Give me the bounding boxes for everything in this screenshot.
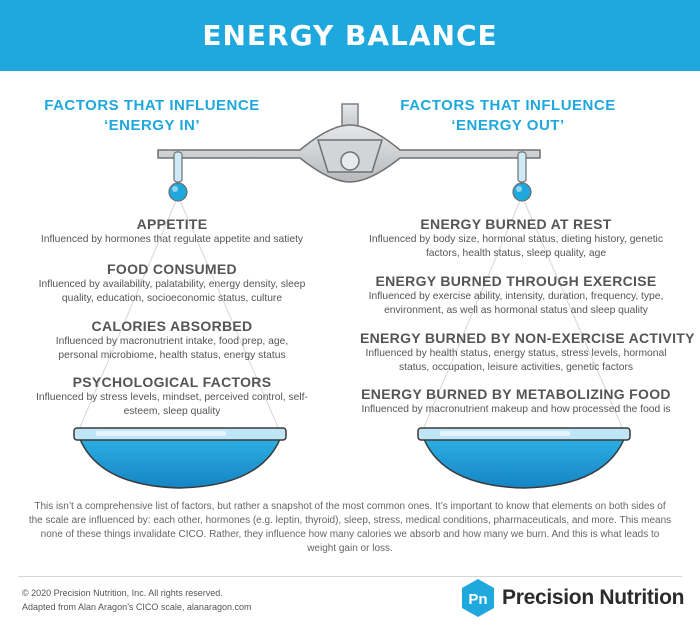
left-title-line1: FACTORS THAT INFLUENCE — [44, 97, 260, 114]
right-title-line1: FACTORS THAT INFLUENCE — [400, 97, 616, 114]
logo-hexagon-icon: Pn — [462, 579, 494, 617]
page-title: ENERGY BALANCE — [202, 19, 498, 52]
factor-energy-non-exercise: ENERGY BURNED BY NON-EXERCISE ACTIVITY I… — [360, 330, 695, 375]
factor-appetite: APPETITE Influenced by hormones that reg… — [36, 216, 308, 247]
left-scale-pan — [73, 427, 287, 489]
right-column-title: FACTORS THAT INFLUENCE ‘ENERGY OUT’ — [388, 96, 628, 136]
factor-description: Influenced by hormones that regulate app… — [40, 234, 304, 245]
left-column-title: FACTORS THAT INFLUENCE ‘ENERGY IN’ — [32, 96, 272, 136]
factor-title: FOOD CONSUMED — [107, 261, 237, 277]
scale-strings — [77, 195, 625, 433]
factor-title: ENERGY BURNED AT REST — [420, 216, 612, 232]
factor-description: Influenced by stress levels, mindset, pe… — [36, 392, 308, 417]
scale-pivot — [340, 151, 360, 171]
factor-description: Influenced by body size, hormonal status… — [368, 234, 663, 259]
right-hanger-rod — [517, 151, 527, 183]
right-scale-pan — [417, 427, 631, 489]
factor-description: Influenced by macronutrient makeup and h… — [361, 404, 671, 415]
factor-title: ENERGY BURNED THROUGH EXERCISE — [375, 273, 657, 289]
factor-title: APPETITE — [136, 216, 208, 232]
left-hanger-rod — [173, 151, 183, 183]
precision-nutrition-logo: Pn Precision Nutrition — [460, 578, 684, 618]
logo-mark-text: Pn — [468, 591, 487, 608]
factor-title: ENERGY BURNED BY NON-EXERCISE ACTIVITY — [360, 330, 695, 346]
balance-scale-illustration — [73, 103, 631, 489]
factor-description: Influenced by exercise ability, intensit… — [368, 291, 664, 316]
factor-description: Influenced by availability, palatability… — [38, 279, 306, 304]
copyright-text: © 2020 Precision Nutrition, Inc. All rig… — [22, 588, 223, 598]
factor-description: Influenced by macronutrient intake, food… — [55, 336, 289, 361]
factor-title: CALORIES ABSORBED — [91, 318, 253, 334]
footer-copyright: © 2020 Precision Nutrition, Inc. All rig… — [22, 586, 251, 614]
factor-calories-absorbed: CALORIES ABSORBED Influenced by macronut… — [36, 318, 308, 363]
factor-energy-at-rest: ENERGY BURNED AT REST Influenced by body… — [360, 216, 672, 261]
footer-divider — [18, 576, 682, 577]
left-hanger-ball — [168, 182, 188, 202]
factor-psychological: PSYCHOLOGICAL FACTORS Influenced by stre… — [36, 374, 308, 419]
factor-energy-metabolizing: ENERGY BURNED BY METABOLIZING FOOD Influ… — [360, 386, 672, 417]
factor-energy-exercise: ENERGY BURNED THROUGH EXERCISE Influence… — [360, 273, 672, 318]
header-banner: ENERGY BALANCE — [0, 0, 700, 71]
factor-food-consumed: FOOD CONSUMED Influenced by availability… — [36, 261, 308, 306]
right-title-line2: ‘ENERGY OUT’ — [451, 117, 565, 134]
logo-wordmark: Precision Nutrition — [502, 586, 685, 609]
footnote: This isn’t a comprehensive list of facto… — [28, 501, 672, 554]
left-title-line2: ‘ENERGY IN’ — [103, 117, 201, 134]
factor-title: PSYCHOLOGICAL FACTORS — [72, 374, 272, 390]
factor-description: Influenced by health status, energy stat… — [365, 348, 667, 373]
factor-title: ENERGY BURNED BY METABOLIZING FOOD — [361, 386, 671, 402]
adapted-from-text: Adapted from Alan Aragon’s CICO scale, a… — [22, 602, 252, 612]
right-hanger-ball — [512, 182, 532, 202]
